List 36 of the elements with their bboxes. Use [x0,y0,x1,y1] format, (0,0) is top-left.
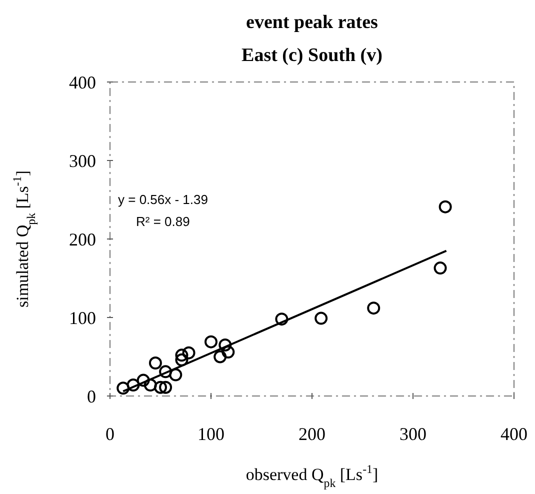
y-tick-label: 300 [69,150,96,171]
y-tick-label: 0 [87,386,96,406]
chart-title: event peak rates [246,12,378,33]
y-tick-label: 200 [69,229,96,250]
point [159,380,172,394]
x-tick-label: 200 [298,424,326,444]
point [222,346,235,359]
point [169,368,182,382]
point [144,378,157,392]
point [275,312,288,326]
y-tick-label: 100 [69,308,96,328]
point [438,200,452,214]
point [314,312,328,325]
point [148,356,162,370]
point [159,365,172,378]
point [204,335,218,348]
chart-subtitle: East (c) South (v) [242,45,382,66]
x-axis-title: observed Q$_{pk}$ [Ls$^{-1}$] [246,462,378,490]
annotation: R² = 0.89 [136,214,190,229]
x-tick-label: 100 [198,424,224,444]
point [367,302,380,315]
point [175,353,188,366]
x-tick-label: 400 [500,424,528,444]
point [116,382,130,395]
point [218,338,232,352]
point [182,346,196,360]
point [154,380,167,394]
point [136,374,150,387]
point [214,350,227,364]
point [126,378,140,392]
y-tick-label: 400 [69,72,96,92]
point [175,348,188,362]
x-tick-label: 300 [400,424,426,444]
x-tick-label: 0 [106,424,114,444]
annotation: y = 0.56x - 1.39 [118,192,208,207]
point [434,262,447,275]
